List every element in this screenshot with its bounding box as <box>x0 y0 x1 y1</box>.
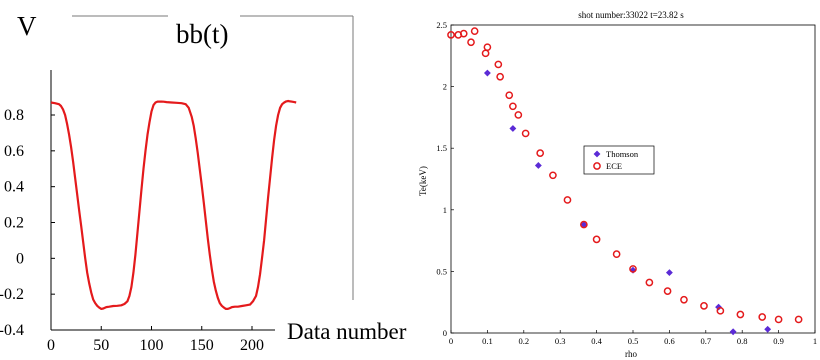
x-tick-label: 0.3 <box>555 336 566 346</box>
x-tick-label: 0 <box>449 336 453 346</box>
te-chart: 0 0.1 0.2 0.3 0.4 0.5 0.6 0.7 0.8 0.9 1 0 0.5 1 1.5 2 2… <box>418 10 817 359</box>
legend-label-ece: ECE <box>606 161 622 171</box>
bb-chart: 0 50 100 150 200 -0.4 -0.2 0 0.2 0.4 0.6 0.8 V bb(… <box>0 11 407 354</box>
y-axis-label: V <box>17 11 37 41</box>
chart-title: bb(t) <box>176 19 228 49</box>
x-tick-label: 0.8 <box>737 336 748 346</box>
x-tick-label: 0.1 <box>482 336 493 346</box>
y-tick-label: 1.5 <box>436 143 447 153</box>
ece-point <box>645 278 654 287</box>
ece-point <box>521 129 530 138</box>
y-tick-label: 2 <box>443 82 447 92</box>
ece-point <box>514 111 523 119</box>
ece-point <box>447 31 455 39</box>
y-tick-label: -0.4 <box>0 322 24 339</box>
x-tick-label: 100 <box>140 337 164 354</box>
x-tick-label: 0.2 <box>518 336 529 346</box>
y-tick-label: 0.6 <box>4 143 24 160</box>
ece-point <box>580 220 588 229</box>
ece-point <box>736 310 745 319</box>
x-axis-label: Data number <box>287 319 407 344</box>
y-ticks: 0 0.5 1 1.5 2 2.5 <box>436 20 454 338</box>
thomson-point <box>665 269 673 277</box>
thomson-point <box>729 328 737 336</box>
legend-marker-ece <box>593 162 601 170</box>
ece-point <box>563 196 572 204</box>
ece-point <box>592 235 601 244</box>
y-tick-label: 0.5 <box>436 266 447 276</box>
x-tick-label: 0.4 <box>591 336 602 346</box>
ece-point <box>509 102 517 111</box>
y-tick-label: 0.8 <box>4 107 24 124</box>
y-axis-label: Te(keV) <box>418 166 428 196</box>
x-tick-label: 200 <box>240 337 264 354</box>
x-ticks: 0 50 100 150 200 <box>47 326 264 354</box>
ece-point <box>505 91 514 100</box>
y-tick-label: 0 <box>16 250 24 267</box>
legend-label-thomson: Thomson <box>606 149 639 159</box>
thomson-point <box>509 125 517 132</box>
ece-point <box>496 72 504 81</box>
legend-marker-thomson <box>593 150 601 158</box>
data-points <box>447 27 803 336</box>
x-tick-label: 150 <box>190 337 214 354</box>
x-tick-label: 0.6 <box>664 336 675 346</box>
ece-point <box>470 27 479 36</box>
y-tick-label: -0.2 <box>0 286 24 303</box>
y-ticks: -0.4 -0.2 0 0.2 0.4 0.6 0.8 <box>0 107 55 339</box>
thomson-point <box>764 325 772 333</box>
chart-title: shot number:33022 t=23.82 s <box>578 10 684 20</box>
ece-point <box>663 287 672 295</box>
x-tick-label: 50 <box>93 337 109 354</box>
ece-point <box>467 38 475 47</box>
legend: Thomson ECE <box>583 145 655 175</box>
ece-point <box>494 60 503 69</box>
ece-point <box>716 306 725 315</box>
thomson-point <box>483 69 491 77</box>
y-tick-label: 0.2 <box>4 215 24 232</box>
thomson-point <box>534 162 542 169</box>
bb-curve <box>50 99 297 310</box>
x-tick-label: 1 <box>813 336 817 346</box>
x-tick-label: 0.5 <box>628 336 639 346</box>
ece-point <box>629 265 637 273</box>
plot-frame <box>450 24 816 334</box>
y-tick-label: 1 <box>443 205 447 215</box>
ece-point <box>758 313 767 321</box>
ece-point <box>481 49 490 58</box>
ece-point <box>459 29 468 38</box>
ece-point <box>794 315 803 324</box>
ece-point <box>774 315 783 324</box>
thomson-point <box>715 303 722 311</box>
x-tick-label: 0.7 <box>700 336 711 346</box>
ece-point <box>536 149 545 157</box>
ece-point <box>549 171 557 180</box>
x-tick-label: 0.9 <box>773 336 784 346</box>
y-tick-label: 0.4 <box>4 179 24 196</box>
x-tick-label: 0 <box>47 337 55 354</box>
ece-point <box>483 43 492 52</box>
x-axis-label: rho <box>625 349 637 359</box>
ece-point <box>612 250 621 259</box>
ece-point <box>680 295 688 304</box>
y-tick-label: 0 <box>443 328 447 338</box>
y-tick-label: 2.5 <box>436 20 447 30</box>
ece-point <box>700 302 708 310</box>
x-ticks: 0 0.1 0.2 0.3 0.4 0.5 0.6 0.7 0.8 0.9 1 <box>449 330 817 346</box>
